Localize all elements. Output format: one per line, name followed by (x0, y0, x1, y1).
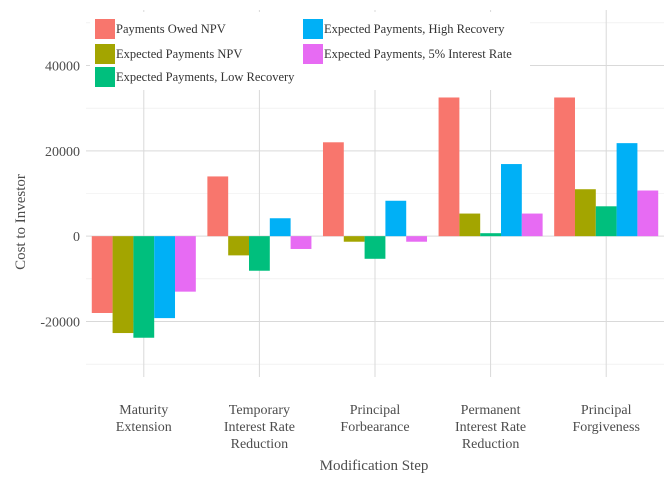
bar (269, 218, 291, 237)
x-tick-label-line: Temporary (229, 403, 290, 418)
bar (207, 176, 229, 237)
x-tick-label: Principal Forgiveness (572, 403, 639, 435)
x-tick-label: Temporary Interest Rate Reduction (224, 403, 295, 452)
legend-swatch (303, 19, 323, 39)
bar (459, 213, 481, 237)
legend: Payments Owed NPV Expected Payments NPV Ex… (90, 12, 530, 90)
x-tick-label: Maturity Extension (116, 403, 172, 435)
x-tick-label-line: Interest Rate (224, 420, 295, 435)
y-tick-label: 40000 (45, 59, 80, 74)
bar (637, 190, 659, 237)
bar (385, 200, 407, 237)
legend-swatch (95, 19, 115, 39)
x-tick-label-line: Forgiveness (572, 420, 639, 435)
bars (91, 97, 659, 338)
legend-label: Expected Payments NPV (116, 47, 242, 61)
legend-swatch (95, 44, 115, 64)
x-tick-label-line: Reduction (231, 437, 289, 452)
bar (343, 236, 365, 242)
bar (438, 97, 460, 237)
x-tick-label-line: Reduction (462, 437, 520, 452)
y-tick-label: 20000 (45, 145, 80, 160)
bar (248, 236, 270, 271)
bar (574, 189, 596, 237)
y-axis-ticks: -20000 0 20000 40000 (40, 59, 80, 330)
bar (228, 236, 249, 256)
legend-label: Expected Payments, Low Recovery (116, 70, 295, 84)
bar (554, 97, 575, 237)
x-tick-label-line: Forbearance (340, 420, 409, 435)
bar (364, 236, 386, 259)
legend-swatch (303, 44, 323, 64)
bar (480, 233, 502, 237)
bar (175, 236, 196, 292)
legend-label: Payments Owed NPV (116, 22, 226, 36)
bar (154, 236, 176, 319)
x-tick-label-line: Interest Rate (455, 420, 526, 435)
bar (133, 236, 155, 338)
x-axis-ticks: Maturity Extension Temporary Interest Rate R… (116, 403, 640, 452)
y-axis-title: Cost to Investor (13, 174, 29, 270)
x-tick-label: Principal Forbearance (340, 403, 409, 435)
legend-label: Expected Payments, High Recovery (324, 22, 505, 36)
bar (521, 213, 543, 237)
x-axis-title: Modification Step (320, 458, 429, 474)
bar (595, 206, 617, 237)
legend-label: Expected Payments, 5% Interest Rate (324, 47, 512, 61)
y-tick-label: -20000 (40, 316, 80, 331)
x-tick-label-line: Extension (116, 420, 172, 435)
bar (501, 164, 522, 237)
bar (290, 236, 312, 249)
legend-swatch (95, 67, 115, 87)
bar (91, 236, 113, 313)
bar (616, 143, 638, 237)
bar (406, 236, 428, 242)
bar (112, 236, 134, 334)
bar (322, 142, 344, 237)
x-tick-label-line: Principal (350, 403, 401, 418)
x-tick-label-line: Principal (581, 403, 632, 418)
y-tick-label: 0 (73, 230, 80, 245)
x-tick-label: Permanent Interest Rate Reduction (455, 403, 526, 452)
x-tick-label-line: Maturity (119, 403, 168, 418)
x-tick-label-line: Permanent (461, 403, 521, 418)
